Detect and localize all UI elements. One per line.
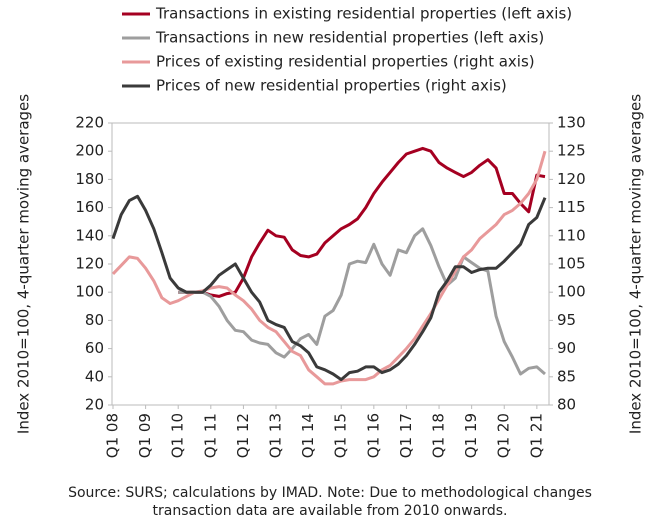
x-tick-label: Q1 12 (234, 413, 252, 458)
x-tick-label: Q1 21 (527, 413, 545, 458)
y2-tick-label: 120 (557, 170, 586, 188)
y2-tick-label: 105 (557, 255, 586, 273)
x-tick-label: Q1 16 (364, 413, 382, 458)
y-tick-label: 200 (75, 142, 104, 160)
legend-label: Transactions in new residential properti… (155, 29, 544, 47)
y-tick-label: 120 (75, 255, 104, 273)
x-tick-label: Q1 11 (201, 413, 219, 458)
series-line (111, 194, 547, 382)
y2-tick-label: 90 (557, 339, 576, 357)
y-tick-label: 80 (85, 311, 104, 329)
y-tick-label: 100 (75, 283, 104, 301)
x-tick-label: Q1 18 (430, 413, 448, 458)
x-tick-label: Q1 17 (397, 413, 415, 458)
note-box: Source: SURS; calculations by IMAD. Note… (68, 485, 592, 519)
y-tick-label: 20 (85, 396, 104, 414)
x-tick-label: Q1 19 (462, 413, 480, 458)
series-line (178, 227, 546, 376)
series-line (178, 146, 546, 298)
y2-tick-label: 100 (557, 283, 586, 301)
y2-tick-label: 80 (557, 396, 576, 414)
y2-axis-label: Index 2010=100, 4-quarter moving average… (627, 94, 645, 434)
y2-tick-label: 130 (557, 114, 586, 132)
legend-label: Transactions in existing residential pro… (155, 5, 572, 23)
legend-label: Prices of new residential properties (ri… (156, 77, 507, 95)
y-tick-label: 40 (85, 367, 104, 385)
x-tick-label: Q1 08 (104, 413, 122, 458)
y2-tick-label: 125 (557, 142, 586, 160)
x-tick-label: Q1 15 (332, 413, 350, 458)
y2-tick-label: 110 (557, 226, 586, 244)
y-tick-label: 60 (85, 339, 104, 357)
y-axis-label: Index 2010=100, 4-quarter moving average… (15, 94, 33, 434)
legend-label: Prices of existing residential propertie… (156, 53, 535, 71)
y-tick-label: 220 (75, 114, 104, 132)
y-tick-label: 140 (75, 226, 104, 244)
x-tick-label: Q1 09 (136, 413, 154, 458)
y-tick-label: 160 (75, 198, 104, 216)
plot-frame (111, 122, 550, 406)
y2-tick-label: 85 (557, 367, 576, 385)
note: Source: SURS; calculations by IMAD. Note… (68, 485, 592, 519)
x-tick-label: Q1 20 (495, 413, 513, 458)
x-tick-label: Q1 13 (267, 413, 285, 458)
y-tick-label: 180 (75, 170, 104, 188)
x-tick-label: Q1 10 (169, 413, 187, 458)
y2-tick-label: 115 (557, 198, 586, 216)
series-line (111, 150, 547, 386)
y2-tick-label: 95 (557, 311, 576, 329)
x-tick-label: Q1 14 (299, 413, 317, 458)
